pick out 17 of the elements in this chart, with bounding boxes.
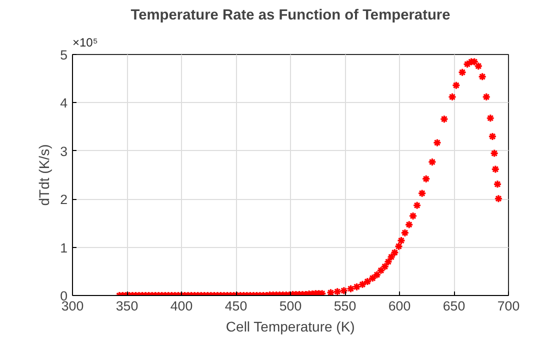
x-tick-label: 450 [224,298,248,314]
x-tick-label: 500 [279,298,302,314]
x-axis-title: Cell Temperature (K) [226,318,355,334]
text: ×10⁵ [72,36,98,50]
chart-title: Temperature Rate as Function of Temperature [130,8,450,24]
y-tick-label: 2 [60,192,68,208]
y-axis-title: dTdt (K/s) [36,144,52,206]
x-tick-label: 350 [116,298,138,314]
y-tick-label: 4 [60,96,68,111]
y-tick-label: 5 [60,48,68,62]
x-tick-label: 600 [388,298,411,314]
x-tick-label: 700 [497,298,520,314]
x-tick-label: 650 [442,298,466,314]
y-tick-label: 1 [60,240,68,256]
x-tick-label: 550 [334,298,356,314]
x-tick-label: 400 [170,298,193,314]
y-tick-label: 3 [60,144,68,159]
